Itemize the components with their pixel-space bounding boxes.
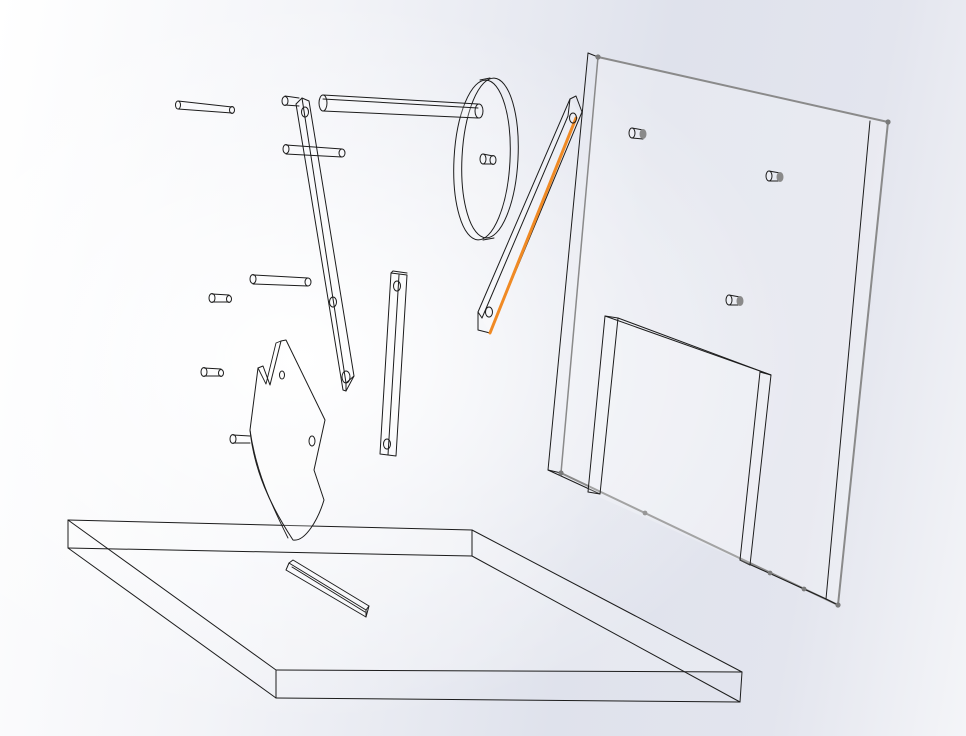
long-link[interactable] [296, 98, 354, 391]
plate-pins[interactable] [629, 128, 783, 306]
pin[interactable] [766, 171, 783, 182]
slot-block[interactable] [286, 560, 369, 617]
axle-rod[interactable] [249, 274, 312, 287]
pin[interactable] [726, 295, 743, 306]
pin[interactable] [200, 367, 224, 377]
disc-wheel[interactable] [450, 77, 522, 242]
pin[interactable] [480, 154, 496, 165]
short-link[interactable] [380, 271, 407, 456]
cam-plate[interactable] [250, 340, 325, 540]
pin[interactable] [629, 128, 646, 139]
vertex-markers [558, 54, 891, 608]
axle-rod[interactable] [319, 95, 483, 118]
back-plate-tab[interactable] [588, 316, 771, 565]
pin[interactable] [208, 293, 232, 303]
back-plate[interactable] [548, 53, 891, 608]
base-plate[interactable] [68, 520, 742, 702]
axle-rod[interactable] [175, 100, 235, 114]
axle-rod[interactable] [282, 144, 346, 158]
pin[interactable] [281, 95, 300, 107]
loose-pins[interactable] [175, 95, 346, 444]
pin[interactable] [229, 434, 251, 444]
highlighted-link[interactable] [478, 96, 582, 333]
